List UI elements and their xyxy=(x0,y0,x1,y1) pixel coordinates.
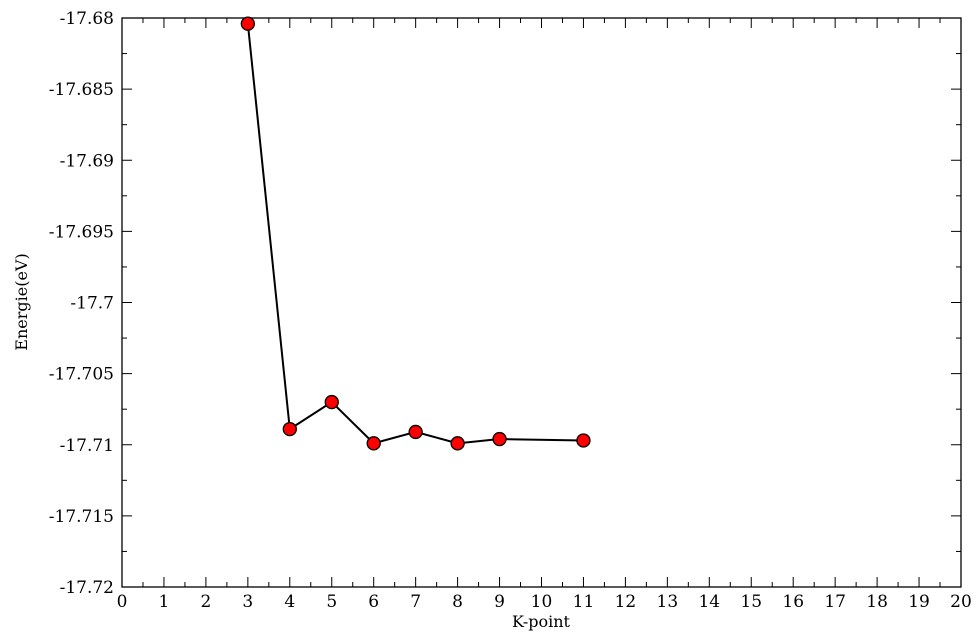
x-tick-label: 13 xyxy=(657,592,679,612)
x-tick-label: 15 xyxy=(740,592,762,612)
x-tick-label: 9 xyxy=(494,592,505,612)
y-tick-label: -17.71 xyxy=(60,436,114,456)
data-point xyxy=(492,431,507,447)
x-tick-label: 4 xyxy=(284,592,295,612)
x-tick-label: 3 xyxy=(242,592,253,612)
series-layer xyxy=(240,16,591,451)
x-tick-label: 5 xyxy=(326,592,337,612)
x-tick-label: 6 xyxy=(368,592,379,612)
x-tick-label: 10 xyxy=(531,592,553,612)
x-tick-label: 16 xyxy=(782,592,804,612)
plot-frame xyxy=(121,17,962,588)
x-tick-label: 2 xyxy=(200,592,211,612)
data-point xyxy=(282,421,297,437)
x-tick-label: 17 xyxy=(824,592,846,612)
y-tick-label: -17.705 xyxy=(49,365,114,385)
x-axis-title: K-point xyxy=(512,612,570,631)
x-tick-label: 8 xyxy=(452,592,463,612)
x-tick-label: 20 xyxy=(950,592,972,612)
y-tick-label: -17.72 xyxy=(60,578,114,598)
y-tick-label: -17.7 xyxy=(70,294,114,314)
y-tick-label: -17.685 xyxy=(49,80,114,100)
x-tick-label: 0 xyxy=(117,592,128,612)
data-point xyxy=(408,424,423,440)
y-tick-label: -17.69 xyxy=(60,151,114,171)
x-tick-label: 18 xyxy=(866,592,888,612)
x-tick-label: 19 xyxy=(908,592,930,612)
x-tick-label: 1 xyxy=(159,592,170,612)
data-point xyxy=(240,16,256,31)
x-tick-label: 11 xyxy=(573,592,595,612)
x-tick-label: 14 xyxy=(698,592,720,612)
data-point xyxy=(366,436,381,451)
y-tick-label: -17.715 xyxy=(49,507,114,527)
x-tick-label: 12 xyxy=(615,592,637,612)
data-point xyxy=(576,433,591,448)
y-axis-title: Energie(eV) xyxy=(12,253,31,350)
y-tick-label: -17.68 xyxy=(60,9,114,29)
y-tick-label: -17.695 xyxy=(49,222,114,242)
y-axis-ticks: -17.68 -17.685 -17.69 -17.695 -17.7 -17.705 -1… xyxy=(49,9,961,598)
data-point xyxy=(324,394,339,410)
x-axis-ticks: 0 1 2 3 4 5 6 7 8 9 10 11 12 13 14 15 16 17 18 19 20 xyxy=(117,18,972,612)
data-point xyxy=(450,436,465,451)
x-tick-label: 7 xyxy=(410,592,421,612)
